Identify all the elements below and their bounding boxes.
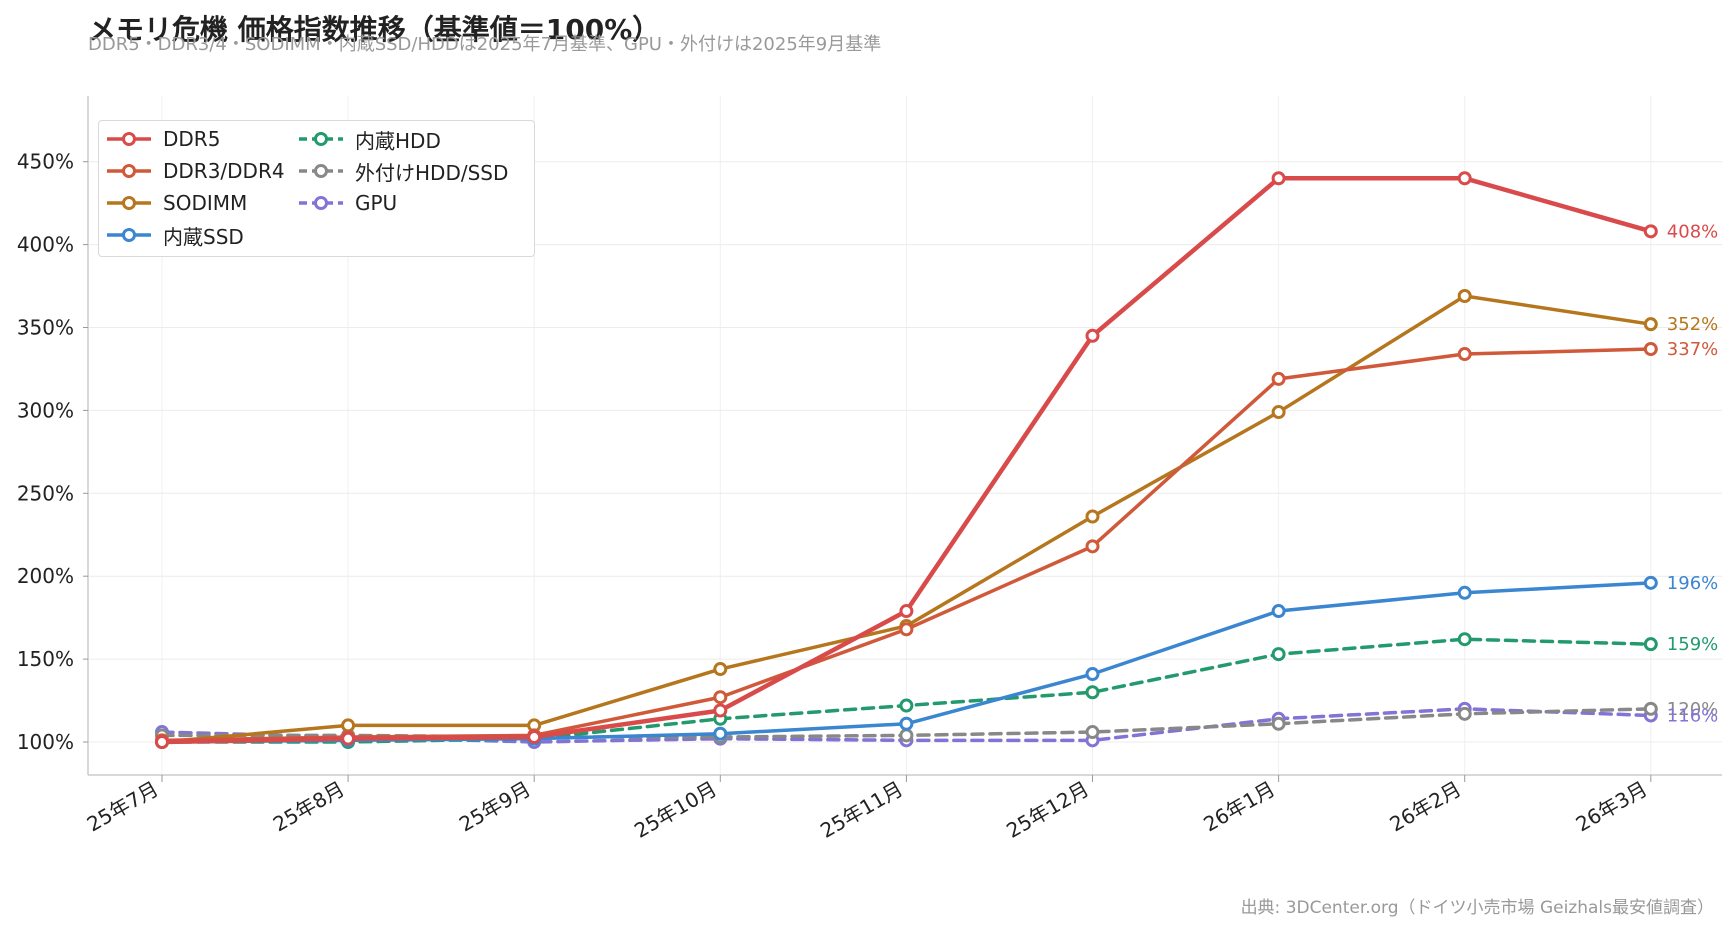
end-value-label: 159%: [1667, 634, 1718, 655]
end-value-label: 196%: [1667, 573, 1718, 594]
y-tick-label: 150%: [17, 647, 74, 671]
legend-swatch: [299, 132, 343, 146]
end-value-label: 352%: [1667, 314, 1718, 335]
data-point: [1457, 585, 1472, 600]
x-tick-label: 26年3月: [1572, 777, 1652, 837]
x-tick-label: 25年12月: [1002, 777, 1093, 843]
data-point: [1643, 701, 1658, 716]
legend-swatch: [299, 196, 343, 210]
x-tick-label: 25年8月: [269, 777, 349, 837]
y-tick-label: 200%: [17, 564, 74, 588]
legend-item: DDR5: [105, 125, 220, 153]
data-point: [1271, 171, 1286, 186]
data-point: [1457, 347, 1472, 362]
data-point: [713, 662, 728, 677]
y-tick-label: 100%: [17, 730, 74, 754]
data-point: [341, 718, 356, 733]
chart-legend: DDR5 DDR3/DDR4 SODIMM 内蔵SSD 内蔵HDD 外付けHDD/SSD G…: [98, 120, 535, 257]
data-point: [713, 703, 728, 718]
legend-item: 外付けHDD/SSD: [297, 157, 508, 185]
y-tick-label: 250%: [17, 481, 74, 505]
y-tick-label: 300%: [17, 398, 74, 422]
data-point: [899, 716, 914, 731]
data-point: [713, 690, 728, 705]
legend-label: 内蔵SSD: [163, 224, 244, 249]
data-point: [1457, 288, 1472, 303]
data-point: [899, 728, 914, 743]
data-point: [1643, 317, 1658, 332]
legend-label: DDR5: [163, 127, 221, 151]
legend-item: GPU: [297, 189, 397, 217]
end-value-label: 120%: [1667, 699, 1718, 720]
x-tick-label: 25年7月: [83, 777, 163, 837]
legend-item: 内蔵SSD: [105, 221, 244, 249]
data-point: [1643, 224, 1658, 239]
data-point: [1643, 575, 1658, 590]
chart-subtitle: DDR5・DDR3/4・SODIMM・内蔵SSD/HDDは2025年7月基準、G…: [88, 34, 882, 55]
legend-swatch: [107, 164, 151, 178]
legend-swatch: [107, 228, 151, 242]
data-point: [1457, 171, 1472, 186]
data-point: [713, 726, 728, 741]
data-point: [341, 731, 356, 746]
legend-swatch: [107, 196, 151, 210]
legend-label: 外付けHDD/SSD: [355, 160, 509, 185]
data-point: [1085, 685, 1100, 700]
legend-swatch: [299, 164, 343, 178]
x-tick-label: 25年11月: [816, 777, 907, 843]
legend-item: 内蔵HDD: [297, 125, 441, 153]
chart-source: 出典: 3DCenter.org（ドイツ小売市場 Geizhals最安値調査）: [1240, 898, 1714, 918]
x-tick-label: 26年2月: [1385, 777, 1465, 837]
y-tick-label: 450%: [17, 150, 74, 174]
data-point: [899, 622, 914, 637]
data-point: [1085, 667, 1100, 682]
x-tick-label: 25年9月: [455, 777, 535, 837]
data-point: [1643, 637, 1658, 652]
data-point: [1271, 405, 1286, 420]
legend-label: GPU: [355, 191, 398, 215]
data-point: [527, 730, 542, 745]
data-point: [1457, 706, 1472, 721]
x-tick-label: 26年1月: [1199, 777, 1279, 837]
data-point: [1643, 342, 1658, 357]
legend-swatch: [107, 132, 151, 146]
y-tick-label: 400%: [17, 233, 74, 257]
x-tick-label: 25年10月: [630, 777, 721, 843]
data-point: [1271, 371, 1286, 386]
data-point: [1085, 539, 1100, 554]
end-value-label: 337%: [1667, 339, 1718, 360]
chart-title: メモリ危機 価格指数推移（基準値＝100%）: [88, 13, 661, 46]
data-point: [1457, 632, 1472, 647]
data-point: [1085, 509, 1100, 524]
legend-item: SODIMM: [105, 189, 247, 217]
y-tick-label: 350%: [17, 316, 74, 340]
legend-label: SODIMM: [163, 191, 248, 215]
legend-label: DDR3/DDR4: [163, 159, 285, 183]
legend-label: 内蔵HDD: [355, 128, 441, 153]
data-point: [1271, 647, 1286, 662]
data-point: [1085, 328, 1100, 343]
data-point: [1271, 716, 1286, 731]
data-point: [1085, 725, 1100, 740]
end-value-label: 116%: [1667, 705, 1718, 726]
data-point: [899, 604, 914, 619]
data-point: [155, 735, 169, 749]
data-point: [899, 698, 914, 713]
legend-item: DDR3/DDR4: [105, 157, 285, 185]
data-point: [1271, 604, 1286, 619]
end-value-label: 408%: [1667, 221, 1718, 242]
